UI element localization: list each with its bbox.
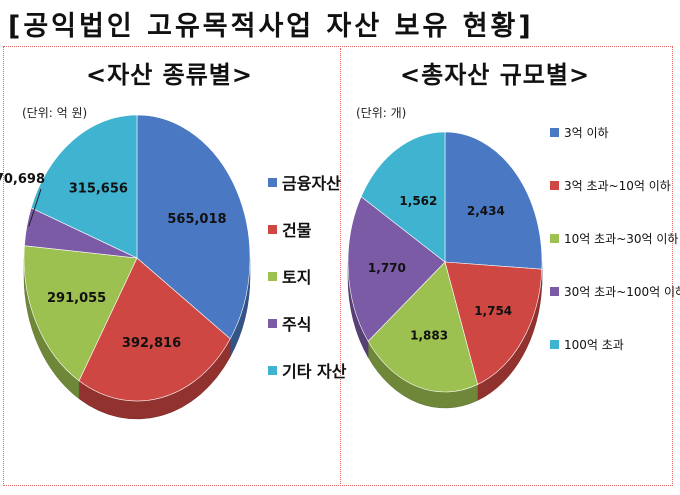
chart-1-title: <자산 종류별> (86, 61, 253, 89)
legend-swatch (550, 181, 559, 190)
legend-swatch (268, 365, 277, 375)
legend-label: 100억 초과 (564, 338, 624, 352)
legend-label: 토지 (282, 268, 312, 287)
legend-swatch (550, 287, 559, 296)
legend-item-2: 10억 초과~30억 이하 (550, 230, 678, 247)
pie-slice-0 (444, 131, 543, 270)
legend-label: 기타 자산 (282, 362, 347, 381)
leader-line (28, 188, 42, 227)
legend-label: 10억 초과~30억 이하 (564, 232, 679, 246)
pie-slice-1 (444, 261, 543, 385)
data-label-0: 565,018 (167, 212, 226, 227)
legend-swatch (268, 224, 277, 234)
data-label-0: 2,434 (467, 204, 505, 218)
legend-item-4: 기타 자산 (268, 358, 346, 382)
legend-item-3: 30억 초과~100억 이하 (550, 283, 680, 300)
legend-swatch (268, 318, 277, 328)
pie-slice-1 (78, 257, 231, 402)
chart-2-title: <총자산 규모별> (400, 61, 591, 89)
legend-swatch (550, 340, 559, 349)
pie-slice-2 (367, 261, 478, 393)
data-label-1: 1,754 (474, 304, 512, 318)
legend-item-0: 3억 이하 (550, 124, 609, 141)
data-label-1: 392,816 (122, 336, 181, 351)
legend-item-4: 100억 초과 (550, 336, 624, 353)
chart-2-unit: (단위: 개) (356, 106, 407, 120)
legend-label: 주식 (282, 315, 312, 334)
pie-slice-4 (30, 114, 138, 259)
legend-item-1: 건물 (268, 217, 311, 241)
legend-item-2: 토지 (268, 264, 311, 288)
pie-slice-4 (360, 131, 446, 263)
data-label-4: 1,562 (399, 194, 437, 208)
data-label-3: 1,770 (368, 261, 406, 275)
data-label-2: 291,055 (47, 291, 106, 306)
legend-label: 30억 초과~100억 이하 (564, 285, 680, 299)
pie-slice-2 (23, 245, 138, 382)
legend-label: 3억 초과~10억 이하 (564, 179, 671, 193)
chart-frame (3, 46, 673, 486)
legend-swatch (550, 234, 559, 243)
data-label-4: 315,656 (69, 181, 128, 196)
data-label-3: 70,698 (0, 172, 45, 187)
legend-swatch (268, 271, 277, 281)
legend-item-3: 주식 (268, 311, 311, 335)
chart-1-unit: (단위: 억 원) (22, 106, 88, 120)
legend-label: 3억 이하 (564, 126, 609, 140)
panel-divider (340, 48, 341, 484)
data-label-2: 1,883 (410, 328, 448, 342)
legend-item-0: 금융자산 (268, 170, 341, 194)
page-title: [공익법인 고유목적사업 자산 보유 현황] (8, 11, 534, 42)
pie-slice-3 (347, 196, 446, 342)
legend-swatch (268, 177, 277, 187)
legend-label: 금융자산 (282, 174, 341, 193)
legend-swatch (550, 128, 559, 137)
pie-slice-0 (136, 114, 251, 340)
legend-label: 건물 (282, 221, 312, 240)
legend-item-1: 3억 초과~10억 이하 (550, 177, 671, 194)
